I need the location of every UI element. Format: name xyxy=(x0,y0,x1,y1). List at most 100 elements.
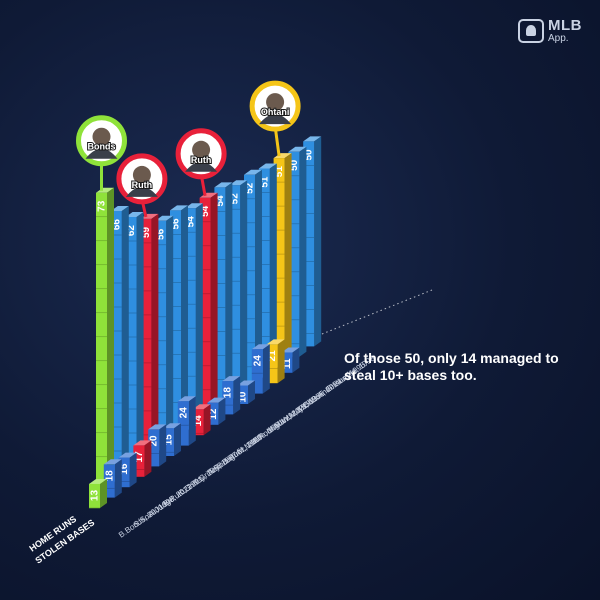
bar-front-face xyxy=(244,174,255,388)
stolen-base-bar xyxy=(148,424,167,467)
bar-side-face xyxy=(114,459,122,498)
bar-side-face xyxy=(174,423,181,456)
stolen-base-value: 11 xyxy=(282,358,293,369)
bar-front-face xyxy=(229,185,241,399)
bar-front-face xyxy=(192,409,204,436)
stolen-base-value: 12 xyxy=(208,408,219,420)
callout-text: Of those 50, only 14 managed to steal 10… xyxy=(344,350,559,383)
bar-top-face xyxy=(303,136,322,142)
player-avatar-body xyxy=(125,186,158,197)
stolen-base-bar xyxy=(89,478,107,509)
mlb-app-logo: MLB App. xyxy=(518,18,582,44)
bar-side-face xyxy=(100,478,107,508)
bar-front-face xyxy=(163,428,174,456)
bar-top-face xyxy=(155,215,174,221)
bar-top-face xyxy=(199,192,218,198)
bar-front-face xyxy=(184,208,196,430)
bar-top-face xyxy=(244,169,262,175)
home-run-bar xyxy=(96,187,114,492)
home-run-bar xyxy=(229,180,248,399)
player-avatar-head xyxy=(266,93,285,112)
bar-side-face xyxy=(195,203,203,430)
bar-side-face xyxy=(269,163,277,378)
bar-side-face xyxy=(151,213,159,461)
badge-label: Ohtani xyxy=(261,107,290,117)
bar-top-face xyxy=(133,440,152,446)
stolen-base-value: 17 xyxy=(134,451,145,463)
home-run-value: 54 xyxy=(200,205,211,217)
home-run-value: 52 xyxy=(245,182,256,194)
bar-top-face xyxy=(110,206,129,211)
bar-top-face xyxy=(266,339,285,345)
bar-top-face xyxy=(103,459,122,465)
player-badge: Bonds xyxy=(76,115,127,191)
bar-front-face xyxy=(251,349,263,394)
bar-top-face xyxy=(192,404,211,410)
player-avatar-head xyxy=(132,165,151,184)
bar-front-face xyxy=(140,218,152,461)
stolen-base-bar xyxy=(133,440,152,477)
bar-top-face xyxy=(125,212,144,217)
bar-top-face xyxy=(89,478,107,484)
bar-front-face xyxy=(273,158,285,368)
bar-side-face xyxy=(159,424,167,467)
home-run-value: 52 xyxy=(230,193,241,205)
guide-line xyxy=(321,289,433,335)
home-run-value: 56 xyxy=(171,218,182,230)
home-run-value: 62 xyxy=(126,225,137,237)
bar-front-face xyxy=(148,429,160,467)
home-run-value: 50 xyxy=(289,159,300,171)
bar-front-face xyxy=(96,192,107,492)
stolen-base-value: 10 xyxy=(238,391,249,403)
home-run-bar xyxy=(214,182,233,409)
stolen-base-value: 21 xyxy=(267,350,278,362)
bar-top-face xyxy=(237,380,255,386)
bar-front-face xyxy=(266,344,278,384)
bar-front-face xyxy=(303,141,315,347)
bar-front-face xyxy=(281,352,293,373)
player-avatar-head xyxy=(192,140,211,159)
bar-side-face xyxy=(233,376,241,415)
mlb-logo-icon xyxy=(518,19,544,43)
stolen-base-bar xyxy=(251,344,270,394)
bar-top-face xyxy=(251,344,270,350)
bar-front-face xyxy=(199,197,211,420)
bar-front-face xyxy=(237,385,248,404)
logo-name: MLB xyxy=(548,17,582,34)
stolen-base-value: 15 xyxy=(164,434,175,446)
badge-label: Ruth xyxy=(191,155,212,165)
bar-side-face xyxy=(210,192,218,420)
bar-side-face xyxy=(277,339,285,384)
home-run-bar xyxy=(170,205,188,440)
badge-label: Ruth xyxy=(132,180,153,190)
home-run-value: 51 xyxy=(274,166,285,178)
bar-side-face xyxy=(107,187,114,492)
player-avatar-body xyxy=(185,161,218,172)
bar-front-face xyxy=(118,457,130,488)
bar-side-face xyxy=(203,404,211,436)
bar-top-face xyxy=(281,347,300,353)
bar-front-face xyxy=(207,402,219,425)
bar-top-face xyxy=(229,180,248,186)
bar-side-face xyxy=(299,146,307,357)
stolen-base-bar xyxy=(281,347,300,373)
stolen-base-value: 14 xyxy=(193,415,204,427)
bar-front-face xyxy=(170,210,181,440)
bar-top-face xyxy=(222,376,241,382)
stolen-base-bar xyxy=(163,423,181,456)
bar-top-face xyxy=(170,205,188,211)
player-avatar-head xyxy=(92,127,111,146)
stolen-base-bar xyxy=(177,396,196,446)
bar-top-face xyxy=(214,182,233,188)
bar-side-face xyxy=(129,452,137,488)
bar-top-face xyxy=(184,203,203,209)
bar-front-face xyxy=(125,217,137,472)
home-run-value: 59 xyxy=(141,226,152,238)
home-run-value: 56 xyxy=(156,228,167,240)
home-run-value: 66 xyxy=(111,219,122,231)
stolen-base-value: 20 xyxy=(149,435,160,447)
home-run-value: 50 xyxy=(304,149,315,161)
